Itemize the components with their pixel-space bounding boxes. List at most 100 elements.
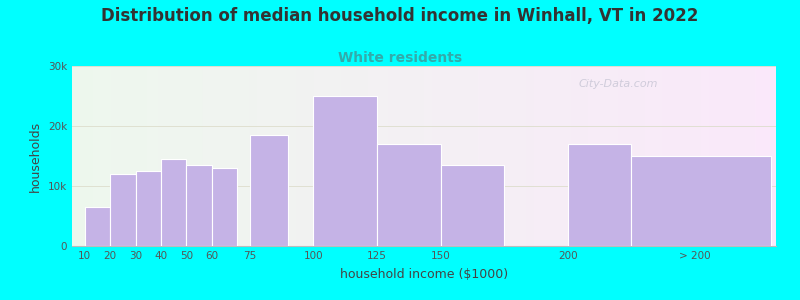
Bar bbox=[225, 66, 227, 246]
Bar bbox=[450, 66, 452, 246]
Bar bbox=[605, 66, 607, 246]
Bar bbox=[236, 66, 238, 246]
Bar bbox=[407, 66, 410, 246]
Bar bbox=[685, 66, 687, 246]
Bar bbox=[720, 66, 722, 246]
Bar bbox=[710, 66, 713, 246]
Bar bbox=[614, 66, 617, 246]
Bar bbox=[255, 66, 258, 246]
Bar bbox=[398, 66, 401, 246]
Bar bbox=[527, 66, 530, 246]
Bar bbox=[658, 66, 661, 246]
Bar bbox=[384, 66, 386, 246]
Bar bbox=[518, 66, 520, 246]
Bar bbox=[163, 66, 166, 246]
Bar bbox=[140, 66, 142, 246]
Bar bbox=[241, 66, 243, 246]
Bar bbox=[218, 66, 220, 246]
Bar bbox=[196, 66, 198, 246]
Bar bbox=[203, 66, 206, 246]
Bar bbox=[567, 66, 570, 246]
Bar bbox=[422, 66, 424, 246]
Bar bbox=[441, 66, 442, 246]
Bar bbox=[344, 66, 346, 246]
Bar bbox=[198, 66, 201, 246]
Bar bbox=[337, 66, 339, 246]
Bar bbox=[288, 66, 290, 246]
Bar bbox=[79, 66, 82, 246]
Bar bbox=[441, 165, 504, 246]
Bar bbox=[502, 66, 504, 246]
Bar bbox=[114, 66, 117, 246]
Bar bbox=[410, 66, 412, 246]
Bar bbox=[84, 66, 86, 246]
Bar bbox=[555, 66, 558, 246]
Bar bbox=[220, 66, 222, 246]
Bar bbox=[135, 66, 138, 246]
Bar bbox=[166, 66, 168, 246]
Bar bbox=[633, 66, 635, 246]
Bar bbox=[230, 66, 231, 246]
Bar bbox=[595, 66, 598, 246]
Bar bbox=[396, 66, 398, 246]
Bar bbox=[330, 66, 333, 246]
Bar bbox=[701, 66, 703, 246]
Bar bbox=[731, 66, 734, 246]
Bar bbox=[366, 66, 368, 246]
Bar bbox=[130, 66, 133, 246]
Bar bbox=[640, 66, 642, 246]
Bar bbox=[457, 66, 459, 246]
Bar bbox=[346, 66, 349, 246]
Bar bbox=[248, 66, 250, 246]
Bar bbox=[656, 66, 658, 246]
Bar bbox=[314, 96, 377, 246]
Bar bbox=[530, 66, 532, 246]
Bar bbox=[577, 66, 579, 246]
Bar bbox=[588, 66, 590, 246]
Bar bbox=[85, 207, 110, 246]
Bar bbox=[206, 66, 208, 246]
Bar bbox=[180, 66, 182, 246]
Bar bbox=[621, 66, 623, 246]
Bar bbox=[476, 66, 478, 246]
Bar bbox=[138, 66, 140, 246]
Bar bbox=[675, 66, 678, 246]
Bar bbox=[119, 66, 122, 246]
Bar bbox=[335, 66, 337, 246]
Bar bbox=[734, 66, 736, 246]
Bar bbox=[466, 66, 469, 246]
Bar bbox=[570, 66, 572, 246]
Bar bbox=[607, 66, 610, 246]
Bar bbox=[680, 66, 682, 246]
Y-axis label: households: households bbox=[30, 120, 42, 192]
Bar bbox=[342, 66, 344, 246]
Bar bbox=[687, 66, 689, 246]
Bar bbox=[379, 66, 382, 246]
Bar bbox=[509, 66, 511, 246]
Bar bbox=[626, 66, 628, 246]
Bar bbox=[774, 66, 776, 246]
Bar bbox=[283, 66, 286, 246]
Bar bbox=[703, 66, 706, 246]
Bar bbox=[504, 66, 506, 246]
Bar bbox=[610, 66, 612, 246]
Bar bbox=[691, 66, 694, 246]
Bar bbox=[212, 168, 237, 246]
Bar bbox=[117, 66, 119, 246]
Bar bbox=[278, 66, 281, 246]
Bar bbox=[170, 66, 173, 246]
Bar bbox=[266, 66, 269, 246]
Bar bbox=[572, 66, 574, 246]
Bar bbox=[386, 66, 389, 246]
Bar bbox=[302, 66, 304, 246]
Bar bbox=[574, 66, 577, 246]
Bar bbox=[161, 159, 186, 246]
Bar bbox=[374, 66, 377, 246]
Bar bbox=[738, 66, 741, 246]
Bar bbox=[133, 66, 135, 246]
Bar bbox=[370, 66, 372, 246]
Bar bbox=[436, 66, 438, 246]
Bar bbox=[74, 66, 77, 246]
Bar bbox=[670, 66, 673, 246]
Bar bbox=[82, 66, 84, 246]
